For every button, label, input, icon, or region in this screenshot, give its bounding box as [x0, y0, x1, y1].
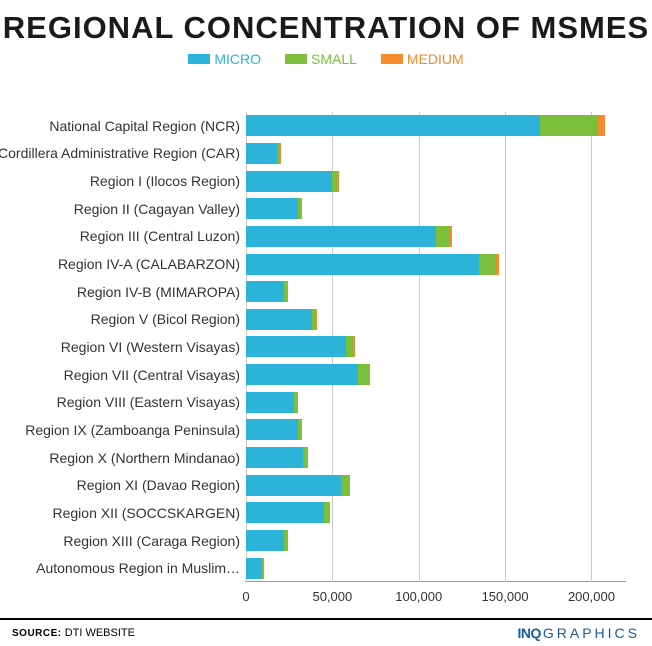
- category-label: Region IV-A (CALABARZON): [58, 256, 246, 272]
- category-label: Region VI (Western Visayas): [61, 339, 246, 355]
- medium-segment: [450, 226, 452, 247]
- legend-swatch: [285, 54, 307, 64]
- legend-item: MEDIUM: [381, 50, 464, 68]
- medium-segment: [280, 143, 281, 164]
- x-tick-label: 0: [242, 589, 249, 604]
- bar-row: Region III (Central Luzon): [246, 223, 626, 251]
- plot-area: 050,000100,000150,000200,000National Cap…: [246, 112, 626, 582]
- legend-item: MICRO: [188, 50, 261, 68]
- micro-segment: [246, 115, 540, 136]
- category-label: Region VII (Central Visayas): [64, 367, 246, 383]
- category-label: Region II (Cagayan Valley): [74, 201, 246, 217]
- category-label: Region I (Ilocos Region): [90, 173, 246, 189]
- micro-segment: [246, 254, 479, 275]
- small-segment: [540, 115, 599, 136]
- medium-segment: [316, 309, 317, 330]
- category-label: Region X (Northern Mindanao): [49, 450, 246, 466]
- category-label: Region V (Bicol Region): [91, 311, 246, 327]
- bar-row: National Capital Region (NCR): [246, 112, 626, 140]
- micro-segment: [246, 198, 298, 219]
- medium-segment: [329, 502, 330, 523]
- micro-segment: [246, 502, 324, 523]
- category-label: Region XII (SOCCSKARGEN): [53, 505, 247, 521]
- medium-segment: [338, 171, 339, 192]
- chart-title: REGIONAL CONCENTRATION OF MSMES: [0, 10, 652, 46]
- bar-row: Region XII (SOCCSKARGEN): [246, 499, 626, 527]
- legend-label: SMALL: [311, 51, 357, 67]
- micro-segment: [246, 336, 346, 357]
- x-tick-label: 150,000: [482, 589, 529, 604]
- legend-item: SMALL: [285, 50, 357, 68]
- brand-inq: INQ: [517, 625, 540, 641]
- small-segment: [346, 336, 354, 357]
- medium-segment: [297, 392, 298, 413]
- bar-row: Region VIII (Eastern Visayas): [246, 388, 626, 416]
- x-tick-label: 50,000: [312, 589, 352, 604]
- small-segment: [436, 226, 450, 247]
- brand-graphics: GRAPHICS: [543, 625, 640, 641]
- bar-row: Region II (Cagayan Valley): [246, 195, 626, 223]
- category-label: Autonomous Region in Muslim…: [36, 560, 246, 576]
- medium-segment: [301, 198, 302, 219]
- medium-segment: [287, 530, 288, 551]
- category-label: Region III (Central Luzon): [80, 228, 246, 244]
- bar-row: Region XI (Davao Region): [246, 471, 626, 499]
- category-label: Region XIII (Caraga Region): [63, 533, 246, 549]
- medium-segment: [369, 364, 371, 385]
- bar-row: Region XIII (Caraga Region): [246, 527, 626, 555]
- legend: MICRO SMALL MEDIUM: [0, 50, 652, 68]
- medium-segment: [349, 475, 350, 496]
- brand: INQGRAPHICS: [517, 625, 640, 641]
- bar-row: Autonomous Region in Muslim…: [246, 554, 626, 582]
- medium-segment: [496, 254, 499, 275]
- bar-row: Cordillera Administrative Region (CAR): [246, 140, 626, 168]
- source-line: SOURCE: DTI WEBSITE: [12, 627, 135, 639]
- footer: SOURCE: DTI WEBSITE INQGRAPHICS: [0, 618, 652, 646]
- x-tick-label: 100,000: [395, 589, 442, 604]
- legend-swatch: [381, 54, 403, 64]
- micro-segment: [246, 171, 332, 192]
- medium-segment: [354, 336, 355, 357]
- micro-segment: [246, 392, 294, 413]
- medium-segment: [307, 447, 308, 468]
- bar-row: Region I (Ilocos Region): [246, 167, 626, 195]
- micro-segment: [246, 447, 303, 468]
- source-value: DTI WEBSITE: [65, 627, 135, 639]
- bar-row: Region IV-A (CALABARZON): [246, 250, 626, 278]
- small-segment: [479, 254, 496, 275]
- bar-row: Region IX (Zamboanga Peninsula): [246, 416, 626, 444]
- category-label: Region XI (Davao Region): [77, 477, 246, 493]
- micro-segment: [246, 143, 277, 164]
- micro-segment: [246, 364, 358, 385]
- category-label: Region VIII (Eastern Visayas): [57, 394, 246, 410]
- micro-segment: [246, 530, 284, 551]
- micro-segment: [246, 226, 436, 247]
- bar-row: Region IV-B (MIMAROPA): [246, 278, 626, 306]
- category-label: Region IV-B (MIMAROPA): [77, 284, 246, 300]
- chart-frame: REGIONAL CONCENTRATION OF MSMES MICRO SMA…: [0, 10, 652, 646]
- legend-swatch: [188, 54, 210, 64]
- medium-segment: [287, 281, 288, 302]
- bar-row: Region VII (Central Visayas): [246, 361, 626, 389]
- source-label: SOURCE:: [12, 628, 62, 639]
- legend-label: MEDIUM: [407, 51, 464, 67]
- micro-segment: [246, 419, 298, 440]
- bar-row: Region X (Northern Mindanao): [246, 444, 626, 472]
- micro-segment: [246, 281, 284, 302]
- legend-label: MICRO: [214, 51, 261, 67]
- medium-segment: [301, 419, 302, 440]
- x-tick-label: 200,000: [568, 589, 615, 604]
- small-segment: [341, 475, 349, 496]
- bar-row: Region V (Bicol Region): [246, 306, 626, 334]
- bar-row: Region VI (Western Visayas): [246, 333, 626, 361]
- category-label: National Capital Region (NCR): [49, 118, 246, 134]
- micro-segment: [246, 309, 312, 330]
- small-segment: [358, 364, 368, 385]
- micro-segment: [246, 475, 341, 496]
- medium-segment: [598, 115, 605, 136]
- micro-segment: [246, 558, 262, 579]
- category-label: Region IX (Zamboanga Peninsula): [25, 422, 246, 438]
- category-label: Cordillera Administrative Region (CAR): [0, 145, 246, 161]
